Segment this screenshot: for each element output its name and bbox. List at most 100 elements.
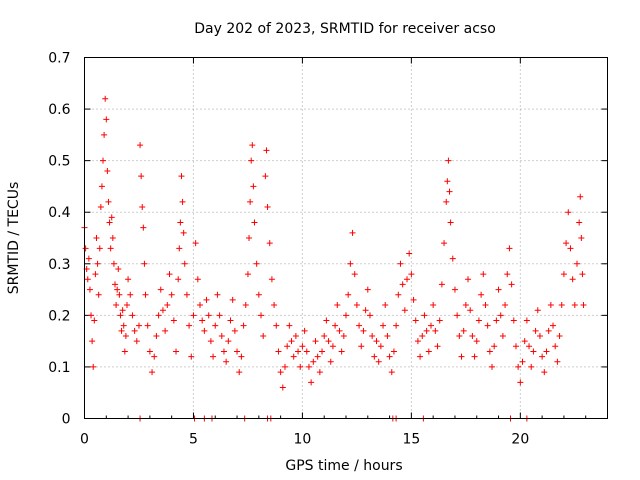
data-point: [421, 312, 428, 319]
data-point: [139, 204, 146, 211]
data-point: [560, 271, 567, 278]
data-point: [106, 219, 113, 226]
data-point: [526, 343, 533, 350]
data-point: [556, 332, 563, 339]
data-point: [427, 322, 434, 329]
data-point: [177, 219, 184, 226]
data-point: [384, 332, 391, 339]
data-points: [81, 95, 587, 422]
data-point: [155, 312, 162, 319]
data-point: [386, 353, 393, 360]
data-point: [91, 317, 98, 324]
data-point: [434, 343, 441, 350]
data-point: [100, 157, 107, 164]
data-point: [264, 204, 271, 211]
data-point: [95, 291, 102, 298]
data-point: [521, 338, 528, 345]
data-point: [334, 302, 341, 309]
data-point: [292, 332, 299, 339]
data-point: [125, 276, 132, 283]
data-point: [162, 327, 169, 334]
data-point: [543, 348, 550, 355]
data-point: [281, 363, 288, 370]
data-point: [133, 338, 140, 345]
data-point: [390, 348, 397, 355]
data-point: [88, 312, 95, 319]
data-point: [321, 332, 328, 339]
data-point: [192, 240, 199, 247]
data-point: [295, 348, 302, 355]
data-point: [119, 307, 126, 314]
data-point: [343, 312, 349, 319]
data-point: [188, 353, 195, 360]
data-point: [86, 286, 93, 293]
data-point: [454, 312, 461, 319]
data-point: [460, 327, 467, 334]
data-point: [238, 353, 245, 360]
data-point: [231, 327, 238, 334]
data-point: [388, 369, 395, 376]
data-point: [220, 348, 227, 355]
data-point: [250, 183, 257, 190]
data-point: [580, 302, 587, 309]
data-point: [567, 245, 574, 252]
plot-frame: [84, 57, 608, 419]
data-point: [258, 312, 265, 319]
axis-ticks: [84, 57, 608, 419]
data-point: [277, 369, 284, 376]
data-point: [404, 276, 411, 283]
data-point: [371, 353, 378, 360]
data-point: [438, 281, 445, 288]
data-point: [216, 312, 223, 319]
data-point: [512, 343, 519, 350]
data-point: [253, 260, 260, 267]
y-tick-label: 0.6: [48, 102, 70, 118]
data-point: [137, 142, 144, 149]
data-point: [569, 276, 576, 283]
data-point: [101, 131, 108, 138]
data-point: [462, 302, 469, 309]
data-point: [489, 363, 496, 370]
data-point: [168, 291, 175, 298]
data-point: [377, 343, 384, 350]
data-point: [558, 302, 565, 309]
data-point: [458, 353, 465, 360]
data-point: [115, 265, 122, 272]
data-point: [113, 302, 120, 309]
data-point: [116, 291, 123, 298]
data-point: [157, 286, 164, 293]
data-point: [227, 317, 234, 324]
data-point: [290, 353, 297, 360]
data-point: [579, 271, 586, 278]
data-point: [519, 358, 526, 365]
data-point: [532, 327, 539, 334]
data-point: [314, 353, 321, 360]
data-point: [356, 322, 363, 329]
data-point: [366, 312, 373, 319]
data-point: [103, 116, 110, 123]
data-point: [301, 327, 308, 334]
data-point: [325, 338, 332, 345]
data-point: [164, 302, 171, 309]
data-point: [144, 322, 151, 329]
data-point: [545, 327, 552, 334]
x-axis-title: GPS time / hours: [285, 458, 402, 474]
data-point: [491, 343, 498, 350]
data-point: [425, 348, 432, 355]
y-tick-label: 0.4: [48, 205, 70, 221]
data-point: [550, 322, 557, 329]
data-point: [399, 281, 406, 288]
data-point: [506, 245, 513, 252]
x-tick-label: 20: [511, 432, 529, 448]
data-point: [515, 363, 522, 370]
data-point: [329, 343, 336, 350]
data-point: [308, 379, 315, 386]
data-point: [480, 271, 487, 278]
data-point: [131, 327, 138, 334]
data-point: [212, 322, 219, 329]
data-point: [482, 302, 489, 309]
data-point: [360, 327, 367, 334]
data-point: [364, 286, 371, 293]
y-tick-label: 0.7: [48, 51, 70, 67]
data-point: [444, 178, 451, 185]
